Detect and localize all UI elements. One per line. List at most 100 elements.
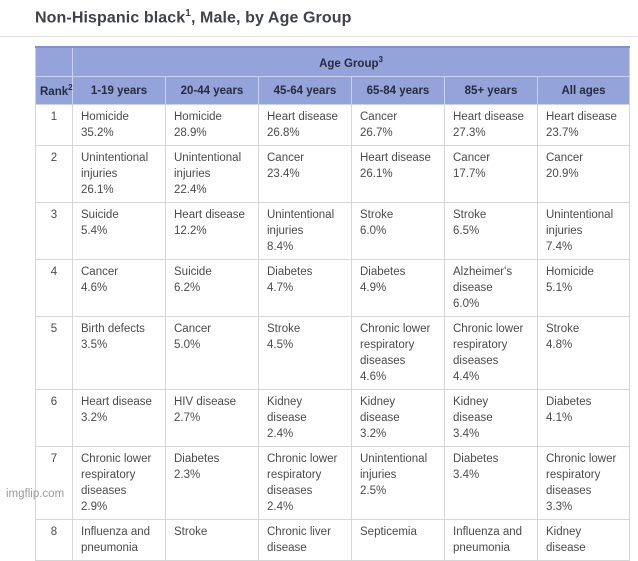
cause-name: Diabetes (174, 453, 220, 466)
cause-cell: Alzheimer's disease 6.0% (444, 259, 538, 318)
cause-name: Stroke (174, 526, 208, 539)
cause-cell: Stroke 6.5% (444, 202, 538, 261)
cause-percent: 4.6% (81, 282, 108, 295)
cause-name: Chronic lower respiratory diseases (546, 453, 617, 498)
cause-percent: 5.4% (81, 225, 108, 238)
rank-cell: 6 (35, 389, 73, 448)
cause-name: Heart disease (267, 111, 338, 124)
cause-percent: 8.4% (267, 241, 294, 254)
cause-percent: 2.3% (174, 469, 201, 482)
rank-header-label: Rank (40, 86, 69, 99)
cause-percent: 3.4% (453, 469, 480, 482)
cause-cell: Cancer 20.9% (536, 145, 631, 204)
cause-cell: Stroke 4.5% (258, 316, 352, 391)
cause-name: Cancer (360, 111, 398, 124)
cause-percent: 4.7% (267, 282, 294, 295)
age-group-header-label: Age Group (319, 57, 379, 70)
cause-cell: HIV disease 2.7% (165, 389, 259, 448)
cause-percent: 17.7% (453, 168, 486, 181)
cause-name: Heart disease (453, 111, 524, 124)
cause-percent: 3.4% (453, 428, 480, 441)
cause-cell: Heart disease 26.8% (258, 104, 352, 147)
cause-name: Stroke (267, 323, 301, 336)
table-column-header-row: Rank2 1-19 years 20-44 years 45-64 years… (35, 76, 631, 106)
table-body: 1 Homicide 35.2% Homicide 28.9% Heart disease… (35, 104, 631, 561)
cause-cell: Heart disease 23.7% (536, 104, 631, 147)
cause-cell: Birth defects 3.5% (72, 316, 166, 391)
cause-percent: 3.2% (360, 428, 387, 441)
cause-cell: Chronic lower respiratory diseases 2.9% (72, 446, 166, 521)
cause-cell: Unintentional injuries 22.4% (165, 145, 259, 204)
cause-percent: 4.4% (453, 371, 480, 384)
cause-cell: Cancer 4.6% (72, 259, 166, 318)
cause-name: Cancer (81, 266, 119, 279)
rank-header-cell: Rank2 (35, 76, 73, 106)
cause-percent: 6.0% (453, 298, 480, 311)
cause-percent: 6.2% (174, 282, 201, 295)
cause-name: Diabetes (360, 266, 406, 279)
cause-cell: Homicide 28.9% (165, 104, 259, 147)
cause-name: Chronic lower respiratory diseases (267, 453, 338, 498)
cause-name: Kidney disease (360, 396, 400, 425)
cause-name: Stroke (360, 209, 394, 222)
rank-cell: 4 (35, 259, 73, 318)
cause-name: Diabetes (267, 266, 313, 279)
cause-name: Heart disease (174, 209, 245, 222)
column-header-85-plus-years: 85+ years (444, 76, 538, 106)
cause-cell: Diabetes 3.4% (444, 446, 538, 521)
cause-cell: Chronic liver disease (258, 519, 352, 561)
rank-cell: 8 (35, 519, 73, 561)
cause-percent: 12.2% (174, 225, 207, 238)
cause-cell: Cancer 23.4% (258, 145, 352, 204)
cause-name: Kidney disease (267, 396, 307, 425)
cause-name: Homicide (174, 111, 222, 124)
cause-name: Cancer (174, 323, 212, 336)
cause-cell: Suicide 5.4% (72, 202, 166, 261)
page-title-text: Non-Hispanic black (35, 9, 186, 27)
cause-cell: Stroke (165, 519, 259, 561)
cause-cell: Cancer 17.7% (444, 145, 538, 204)
rank-cell: 3 (35, 202, 73, 261)
cause-cell: Influenza and pneumonia (72, 519, 166, 561)
cause-cell: Heart disease 3.2% (72, 389, 166, 448)
page-title-rest: , Male, by Age Group (190, 9, 352, 27)
cause-cell: Kidney disease 3.4% (444, 389, 538, 448)
column-header-65-84-years: 65-84 years (351, 76, 445, 106)
cause-name: Chronic lower respiratory diseases (360, 323, 431, 368)
table-row: 4 Cancer 4.6% Suicide 6.2% Diabetes 4.7% Diabet… (35, 259, 631, 318)
age-group-footnote-marker: 3 (378, 54, 383, 64)
cause-cell: Homicide 35.2% (72, 104, 166, 147)
age-group-rank-table: Age Group3 Rank2 1-19 years 20-44 years … (35, 46, 631, 561)
page-title-footnote-marker: 1 (185, 8, 191, 19)
rank-cell: 5 (35, 316, 73, 391)
cause-name: HIV disease (174, 396, 237, 409)
cause-percent: 2.4% (267, 501, 294, 514)
cause-name: Septicemia (360, 526, 417, 539)
cause-name: Heart disease (81, 396, 152, 409)
cause-name: Stroke (453, 209, 487, 222)
cause-name: Unintentional injuries (267, 209, 335, 238)
table-row: 1 Homicide 35.2% Homicide 28.9% Heart disease… (35, 104, 631, 147)
cause-cell: Influenza and pneumonia (444, 519, 538, 561)
cause-name: Suicide (174, 266, 212, 279)
cause-cell: Unintentional injuries 8.4% (258, 202, 352, 261)
rank-footnote-marker: 2 (68, 83, 73, 93)
cause-percent: 2.7% (174, 412, 201, 425)
cause-cell: Chronic lower respiratory diseases 4.4% (444, 316, 538, 391)
cause-percent: 3.5% (81, 339, 108, 352)
column-header-45-64-years: 45-64 years (258, 76, 352, 106)
cause-name: Chronic lower respiratory diseases (453, 323, 524, 368)
cause-name: Influenza and pneumonia (453, 526, 523, 555)
cause-percent: 3.3% (546, 501, 573, 514)
age-group-header-cell: Age Group3 (71, 46, 631, 78)
cause-percent: 22.4% (174, 184, 207, 197)
table-row: 6 Heart disease 3.2% HIV disease 2.7% Kidney … (35, 389, 631, 448)
cause-name: Diabetes (453, 453, 499, 466)
column-header-all-ages: All ages (536, 76, 631, 106)
cause-name: Heart disease (360, 152, 431, 165)
cause-name: Kidney disease (453, 396, 493, 425)
cause-cell: Cancer 5.0% (165, 316, 259, 391)
cause-cell: Stroke 4.8% (536, 316, 631, 391)
cause-cell: Diabetes 2.3% (165, 446, 259, 521)
cause-percent: 27.3% (453, 127, 486, 140)
